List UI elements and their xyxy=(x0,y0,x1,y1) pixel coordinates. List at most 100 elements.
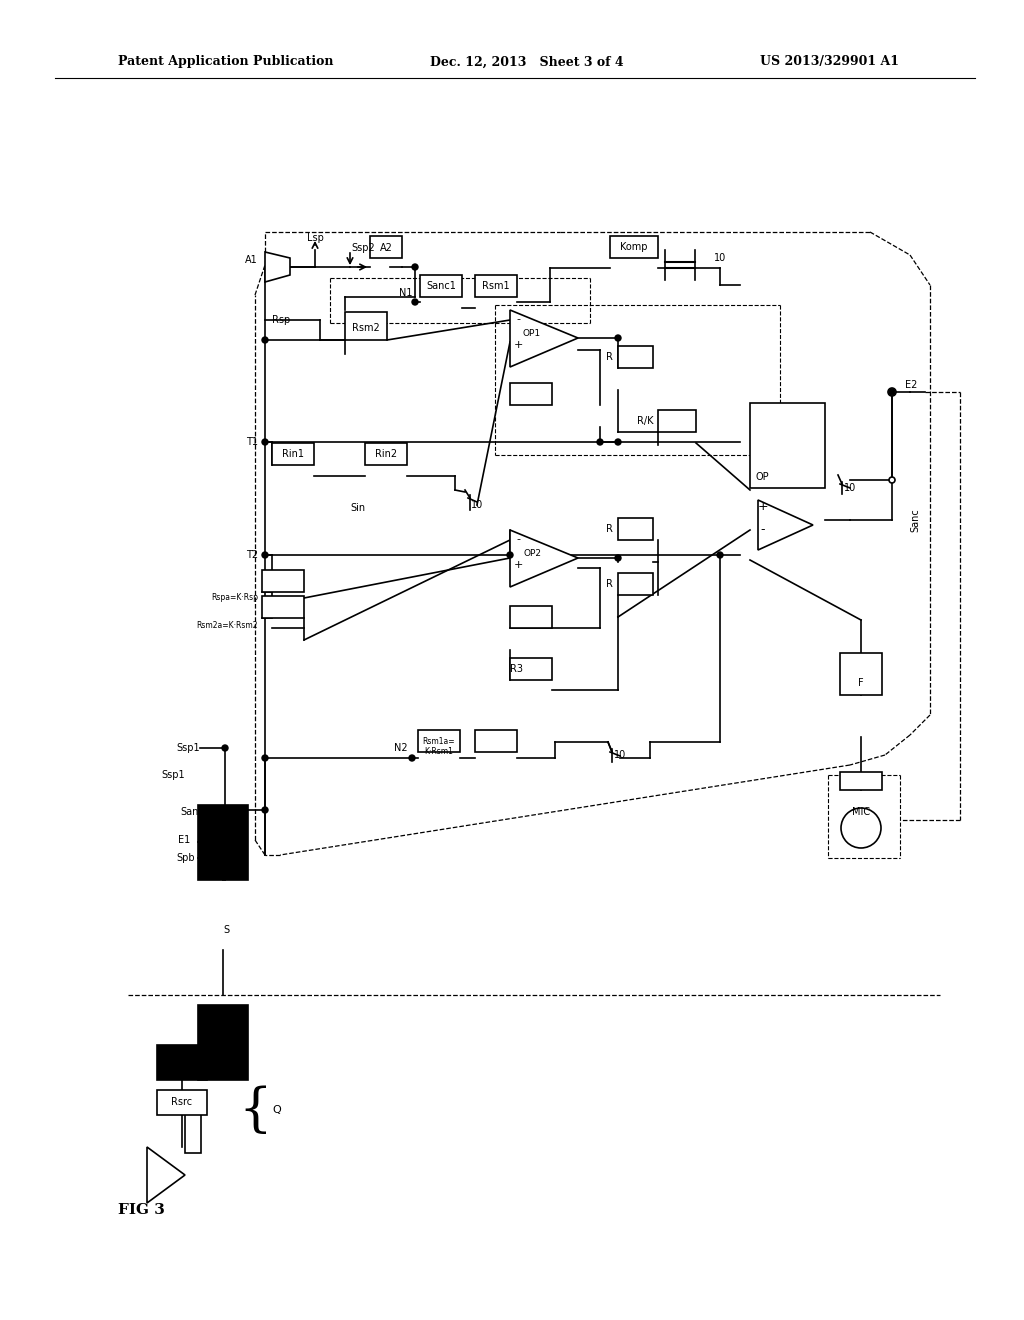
Text: Lsp: Lsp xyxy=(306,234,324,243)
Text: {: { xyxy=(238,1085,271,1135)
Text: 10: 10 xyxy=(613,750,626,760)
Polygon shape xyxy=(510,310,578,367)
Circle shape xyxy=(889,389,895,395)
Circle shape xyxy=(222,744,228,751)
Text: +: + xyxy=(513,560,522,570)
Circle shape xyxy=(412,300,418,305)
Bar xyxy=(510,383,552,405)
Text: Rsm2: Rsm2 xyxy=(352,323,380,333)
Text: N1: N1 xyxy=(398,288,412,298)
Text: R3: R3 xyxy=(510,664,523,675)
Bar xyxy=(618,346,653,368)
Text: 10: 10 xyxy=(471,500,483,510)
Text: Sanc1: Sanc1 xyxy=(426,281,456,290)
Text: T1: T1 xyxy=(246,437,258,447)
Polygon shape xyxy=(758,500,813,550)
Circle shape xyxy=(222,840,228,845)
Text: Ssp1: Ssp1 xyxy=(162,770,185,780)
Text: Rsm2a=K·Rsm2: Rsm2a=K·Rsm2 xyxy=(197,620,258,630)
Text: Rsm1: Rsm1 xyxy=(482,281,510,290)
Text: Komp: Komp xyxy=(621,242,648,252)
Circle shape xyxy=(717,552,723,558)
Circle shape xyxy=(841,808,881,847)
Text: F: F xyxy=(858,678,864,688)
Circle shape xyxy=(262,337,268,343)
Bar xyxy=(198,805,248,880)
Circle shape xyxy=(262,552,268,558)
Circle shape xyxy=(412,264,418,271)
Text: -: - xyxy=(761,524,765,536)
Circle shape xyxy=(597,440,603,445)
Text: Q: Q xyxy=(272,1105,281,1115)
Text: E1: E1 xyxy=(178,836,190,845)
Circle shape xyxy=(507,552,513,558)
Text: -: - xyxy=(516,314,520,323)
Text: +: + xyxy=(513,341,522,350)
Text: R/K: R/K xyxy=(637,416,653,426)
Text: R: R xyxy=(606,579,613,589)
Bar xyxy=(510,657,552,680)
Bar xyxy=(418,730,460,752)
Text: Ssp2: Ssp2 xyxy=(351,243,375,253)
Text: 10: 10 xyxy=(844,483,856,492)
Text: A1: A1 xyxy=(246,255,258,265)
Bar xyxy=(157,1090,207,1115)
Bar xyxy=(475,275,517,297)
Bar xyxy=(610,236,658,257)
Text: Spb: Spb xyxy=(176,853,195,863)
Circle shape xyxy=(615,335,621,341)
Polygon shape xyxy=(147,1147,185,1203)
Text: Patent Application Publication: Patent Application Publication xyxy=(118,55,334,69)
Circle shape xyxy=(222,855,228,861)
Text: N2: N2 xyxy=(394,743,408,752)
Text: E2: E2 xyxy=(905,380,918,389)
Text: Rsp: Rsp xyxy=(272,315,290,325)
Circle shape xyxy=(888,388,896,396)
Bar xyxy=(185,1109,201,1152)
Bar xyxy=(157,1045,207,1080)
Circle shape xyxy=(615,440,621,445)
Bar xyxy=(262,570,304,591)
Text: MIC: MIC xyxy=(852,807,870,817)
Circle shape xyxy=(615,554,621,561)
Polygon shape xyxy=(510,531,578,587)
Bar xyxy=(840,772,882,789)
Text: FIG 3: FIG 3 xyxy=(118,1203,165,1217)
Text: Sanc2: Sanc2 xyxy=(180,807,210,817)
Text: Rsrc: Rsrc xyxy=(171,1097,193,1107)
Bar xyxy=(475,730,517,752)
Text: Sin: Sin xyxy=(350,503,366,513)
Bar xyxy=(262,597,304,618)
Text: US 2013/329901 A1: US 2013/329901 A1 xyxy=(760,55,899,69)
Circle shape xyxy=(889,477,895,483)
Bar xyxy=(272,444,314,465)
Text: R: R xyxy=(606,524,613,535)
Text: Rin1: Rin1 xyxy=(282,449,304,459)
Text: K·Rsm1: K·Rsm1 xyxy=(425,747,454,755)
Text: T2: T2 xyxy=(246,550,258,560)
Bar xyxy=(198,1005,248,1080)
Text: R: R xyxy=(606,352,613,362)
Circle shape xyxy=(262,755,268,762)
Text: 10: 10 xyxy=(714,253,726,263)
Text: Ssp1: Ssp1 xyxy=(176,743,200,752)
Text: -: - xyxy=(516,535,520,544)
Circle shape xyxy=(262,440,268,445)
Text: Rspa=K·Rsp: Rspa=K·Rsp xyxy=(211,594,258,602)
Bar xyxy=(365,444,407,465)
Text: A2: A2 xyxy=(380,243,392,253)
Text: OP2: OP2 xyxy=(523,549,541,557)
Bar xyxy=(420,275,462,297)
Text: Sanc: Sanc xyxy=(910,508,920,532)
Text: +: + xyxy=(758,500,768,513)
Text: Dec. 12, 2013   Sheet 3 of 4: Dec. 12, 2013 Sheet 3 of 4 xyxy=(430,55,624,69)
Text: OP1: OP1 xyxy=(523,329,541,338)
Bar xyxy=(618,573,653,595)
Text: Rsm1a=: Rsm1a= xyxy=(423,737,456,746)
Bar xyxy=(750,403,825,488)
Bar xyxy=(370,236,402,257)
Bar xyxy=(840,653,882,696)
Bar xyxy=(618,517,653,540)
Text: Rin2: Rin2 xyxy=(375,449,397,459)
Bar xyxy=(658,411,696,432)
